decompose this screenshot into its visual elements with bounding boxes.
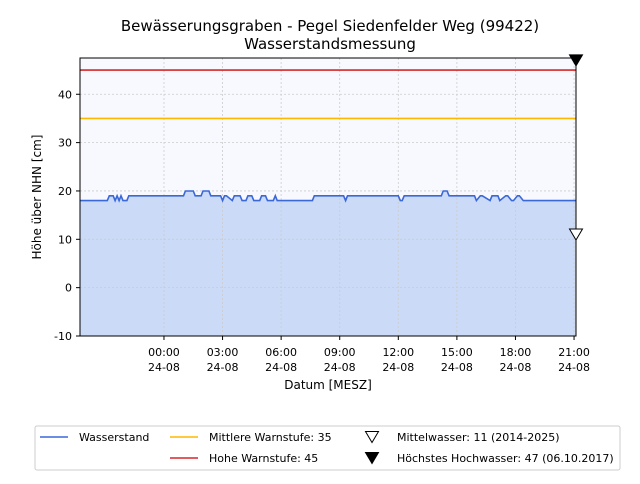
x-tick-label-time: 09:00: [324, 346, 356, 359]
x-tick-label-date: 24-08: [499, 361, 531, 374]
legend-mittlere-warnstufe-label: Mittlere Warnstufe: 35: [209, 431, 332, 444]
legend: Wasserstand Mittlere Warnstufe: 35 Hohe Wa…: [34, 425, 621, 471]
x-tick-label-date: 24-08: [441, 361, 473, 374]
y-tick-label: 30: [58, 137, 72, 150]
legend-hohe-warnstufe-label: Hohe Warnstufe: 45: [209, 452, 318, 465]
wasserstand-area: [80, 191, 576, 336]
x-tick-label-time: 15:00: [441, 346, 473, 359]
y-tick-label: 10: [58, 233, 72, 246]
legend-wasserstand-label: Wasserstand: [79, 431, 149, 444]
x-tick-label-time: 21:00: [558, 346, 590, 359]
x-tick-label-date: 24-08: [324, 361, 356, 374]
y-tick-label: 20: [58, 185, 72, 198]
x-tick-label-time: 18:00: [500, 346, 532, 359]
x-tick-label-time: 03:00: [207, 346, 239, 359]
y-axis-label: Höhe über NHN [cm]: [30, 135, 44, 260]
hoechstes-hochwasser-marker: [568, 54, 584, 67]
y-tick-label: 0: [65, 282, 72, 295]
y-tick-label: 40: [58, 88, 72, 101]
plot-area: 00:00 24-08 03:00 24-08 06:00 24-08 09:00 24-08…: [54, 54, 590, 374]
legend-hoechstes-hochwasser-swatch: [364, 451, 380, 465]
chart-title: Bewässerungsgraben - Pegel Siedenfelder …: [121, 17, 539, 35]
x-tick-label-date: 24-08: [148, 361, 180, 374]
chart-subtitle: Wasserstandsmessung: [244, 35, 416, 53]
x-tick-label-time: 12:00: [382, 346, 414, 359]
x-axis-label: Datum [MESZ]: [284, 378, 372, 392]
x-tick-label-time: 06:00: [265, 346, 297, 359]
y-tick-label: -10: [54, 330, 72, 343]
plot-frame: [79, 57, 577, 337]
legend-mittelwasser-swatch: [364, 430, 380, 444]
x-tick-label-date: 24-08: [265, 361, 297, 374]
x-tick-label-date: 24-08: [382, 361, 414, 374]
wasserstand-line: [80, 190, 576, 203]
x-tick-label-date: 24-08: [558, 361, 590, 374]
x-tick-label-date: 24-08: [207, 361, 239, 374]
mittelwasser-marker: [568, 228, 584, 241]
legend-mittelwasser-label: Mittelwasser: 11 (2014-2025): [397, 431, 560, 444]
legend-hoechstes-hochwasser-label: Höchstes Hochwasser: 47 (06.10.2017): [397, 452, 614, 465]
x-tick-label-time: 00:00: [148, 346, 180, 359]
